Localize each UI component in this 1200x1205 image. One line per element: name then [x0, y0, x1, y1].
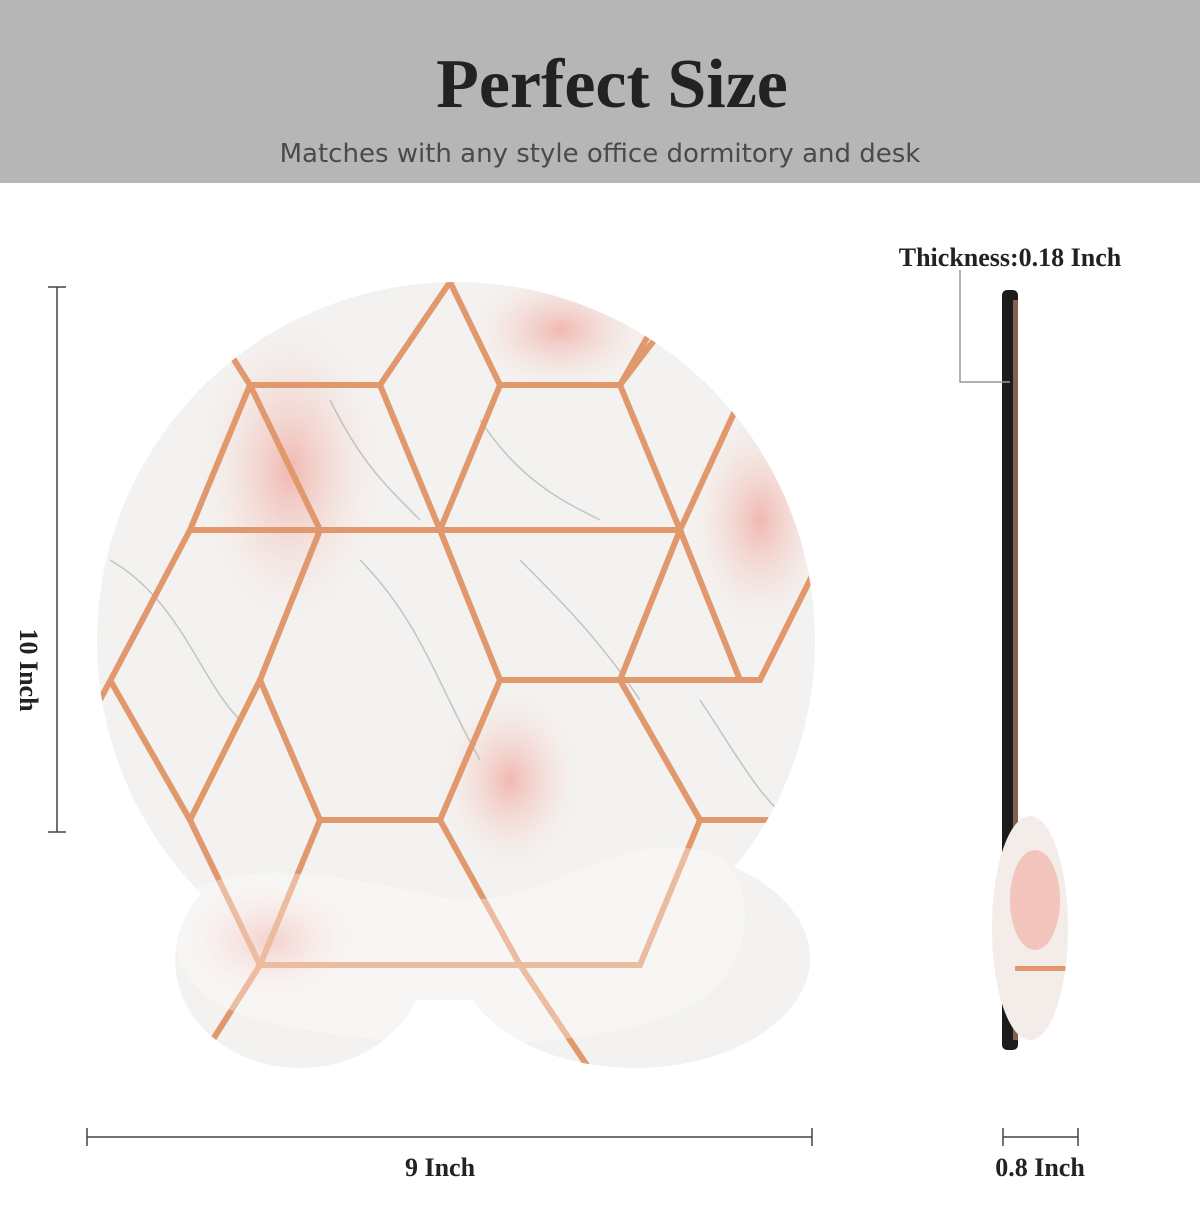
width-label: 9 Inch	[405, 1153, 476, 1182]
title: Perfect Size	[436, 46, 788, 123]
rest-depth-label: 0.8 Inch	[995, 1153, 1085, 1182]
height-label: 10 Inch	[14, 628, 43, 712]
mouse-pad	[97, 282, 815, 1068]
wrist-rest-side	[992, 816, 1068, 1040]
dimension-lines	[48, 270, 1079, 1146]
header-band	[0, 0, 1200, 183]
subtitle: Matches with any style office dormitory …	[280, 139, 921, 169]
thickness-label: Thickness:0.18 Inch	[899, 243, 1122, 272]
